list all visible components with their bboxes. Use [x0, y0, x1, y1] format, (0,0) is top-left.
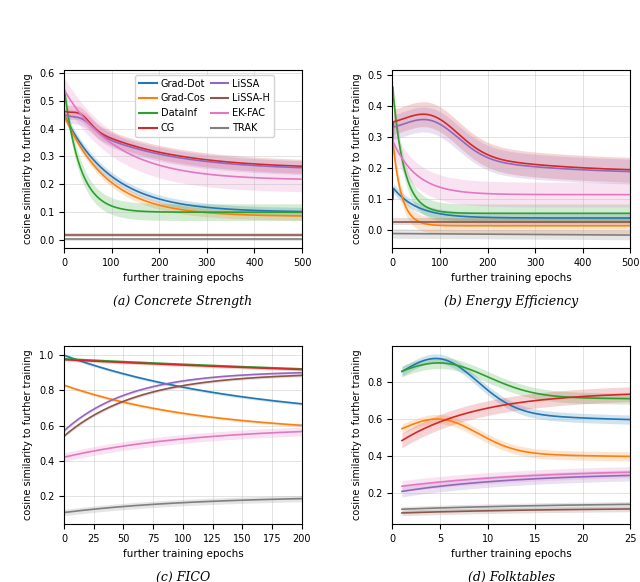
Y-axis label: cosine similarity to further training: cosine similarity to further training — [23, 73, 33, 244]
Title: (b) Energy Efficiency: (b) Energy Efficiency — [444, 294, 579, 308]
Title: (a) Concrete Strength: (a) Concrete Strength — [113, 294, 253, 308]
Title: (d) Folktables: (d) Folktables — [468, 570, 555, 582]
Y-axis label: cosine similarity to further training: cosine similarity to further training — [23, 349, 33, 520]
Title: (c) FICO: (c) FICO — [156, 570, 210, 582]
X-axis label: further training epochs: further training epochs — [451, 549, 572, 559]
X-axis label: further training epochs: further training epochs — [451, 273, 572, 283]
Legend: Grad-Dot, Grad-Cos, DataInf, CG, LiSSA, LiSSA-H, EK-FAC, TRAK: Grad-Dot, Grad-Cos, DataInf, CG, LiSSA, … — [136, 74, 274, 137]
Y-axis label: cosine similarity to further training: cosine similarity to further training — [352, 73, 362, 244]
X-axis label: further training epochs: further training epochs — [123, 273, 243, 283]
Y-axis label: cosine similarity to further training: cosine similarity to further training — [352, 349, 362, 520]
X-axis label: further training epochs: further training epochs — [123, 549, 243, 559]
